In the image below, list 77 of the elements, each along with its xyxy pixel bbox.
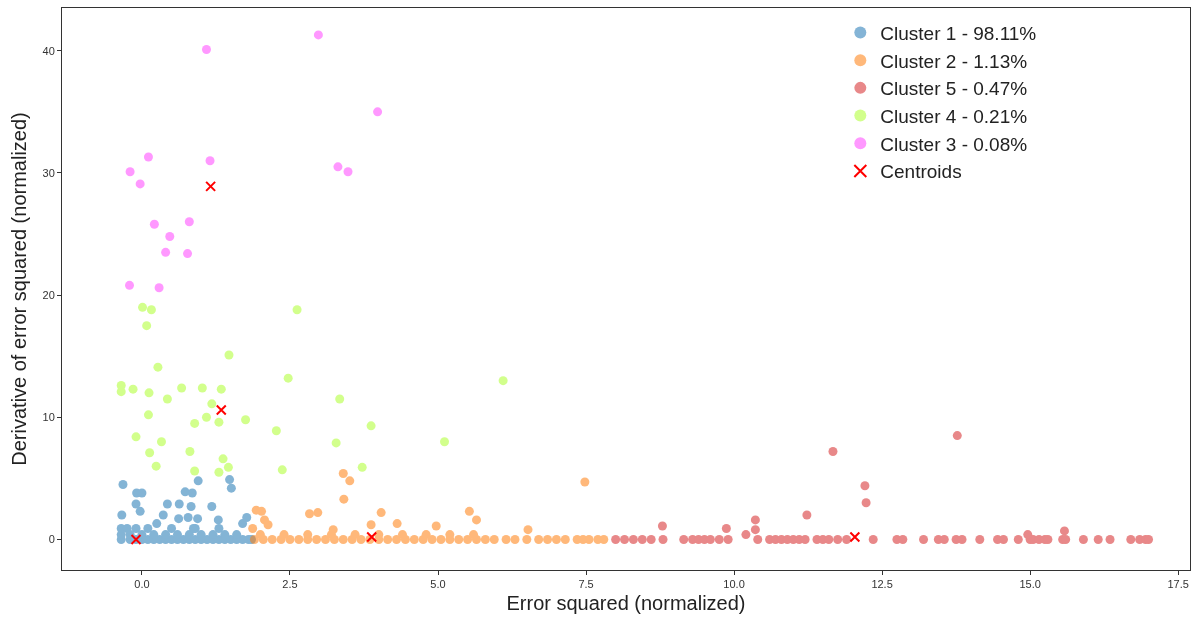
point	[154, 283, 164, 293]
point	[146, 305, 156, 315]
x-tick-label: 5.0	[430, 578, 446, 591]
point	[149, 219, 159, 229]
x-tick-label: 12.5	[871, 578, 893, 591]
point	[373, 107, 383, 117]
point	[283, 373, 293, 383]
point	[277, 465, 287, 475]
point	[292, 305, 302, 315]
point	[151, 461, 161, 471]
point	[161, 247, 171, 257]
legend-label: Cluster 2 - 1.13%	[880, 50, 1028, 72]
legend-label: Cluster 3 - 0.08%	[880, 133, 1028, 155]
y-tick-label: 40	[42, 44, 55, 57]
y-tick-label: 30	[42, 166, 55, 179]
point	[143, 152, 153, 162]
point	[498, 376, 508, 386]
legend-label: Centroids	[880, 161, 962, 183]
legend-label: Cluster 5 - 0.47%	[880, 78, 1028, 100]
x-tick-label: 2.5	[282, 578, 298, 591]
point	[440, 437, 450, 447]
point	[125, 280, 134, 290]
point	[207, 399, 217, 409]
point	[143, 410, 153, 420]
point	[333, 162, 343, 172]
point	[177, 383, 187, 393]
point	[190, 418, 200, 428]
point	[271, 426, 281, 436]
x-tick-label: 0.0	[134, 578, 150, 591]
x-axis-title: Error squared (normalized)	[506, 591, 746, 614]
point	[144, 388, 154, 398]
point	[223, 462, 233, 472]
point	[331, 438, 341, 448]
point	[214, 417, 224, 427]
point	[156, 437, 166, 447]
point	[205, 156, 215, 166]
y-tick-label: 10	[42, 411, 55, 424]
point	[183, 249, 193, 259]
point	[125, 167, 135, 177]
point	[214, 467, 224, 477]
point	[185, 446, 195, 456]
point	[201, 45, 211, 55]
point	[165, 231, 175, 241]
point	[313, 30, 323, 40]
y-axis-title: Derivative of error squared (normalized)	[8, 112, 31, 466]
point	[162, 394, 172, 404]
point	[218, 454, 228, 464]
point	[357, 462, 367, 472]
point	[205, 180, 217, 192]
point	[135, 179, 145, 189]
y-tick-label: 0	[48, 533, 55, 546]
legend-label: Cluster 1 - 98.11%	[880, 22, 1037, 44]
y-tick-label: 20	[42, 288, 55, 301]
point	[849, 531, 861, 543]
point	[197, 383, 207, 393]
point	[116, 387, 126, 397]
point	[138, 302, 148, 312]
point	[153, 362, 163, 372]
point	[190, 466, 200, 476]
point	[335, 394, 345, 404]
x-tick-label: 15.0	[1019, 578, 1041, 591]
point	[142, 321, 152, 331]
x-tick-label: 17.5	[1167, 578, 1189, 591]
point	[241, 415, 251, 425]
point	[215, 404, 227, 416]
point	[343, 167, 353, 177]
x-tick-label: 7.5	[578, 578, 594, 591]
point	[224, 350, 234, 360]
point	[128, 384, 138, 394]
point	[216, 384, 226, 394]
legend-label: Cluster 4 - 0.21%	[880, 105, 1028, 127]
point	[201, 412, 211, 422]
point	[131, 432, 141, 442]
point	[145, 448, 155, 458]
x-tick-label: 10.0	[723, 578, 745, 591]
point	[184, 217, 194, 227]
point	[366, 421, 376, 431]
